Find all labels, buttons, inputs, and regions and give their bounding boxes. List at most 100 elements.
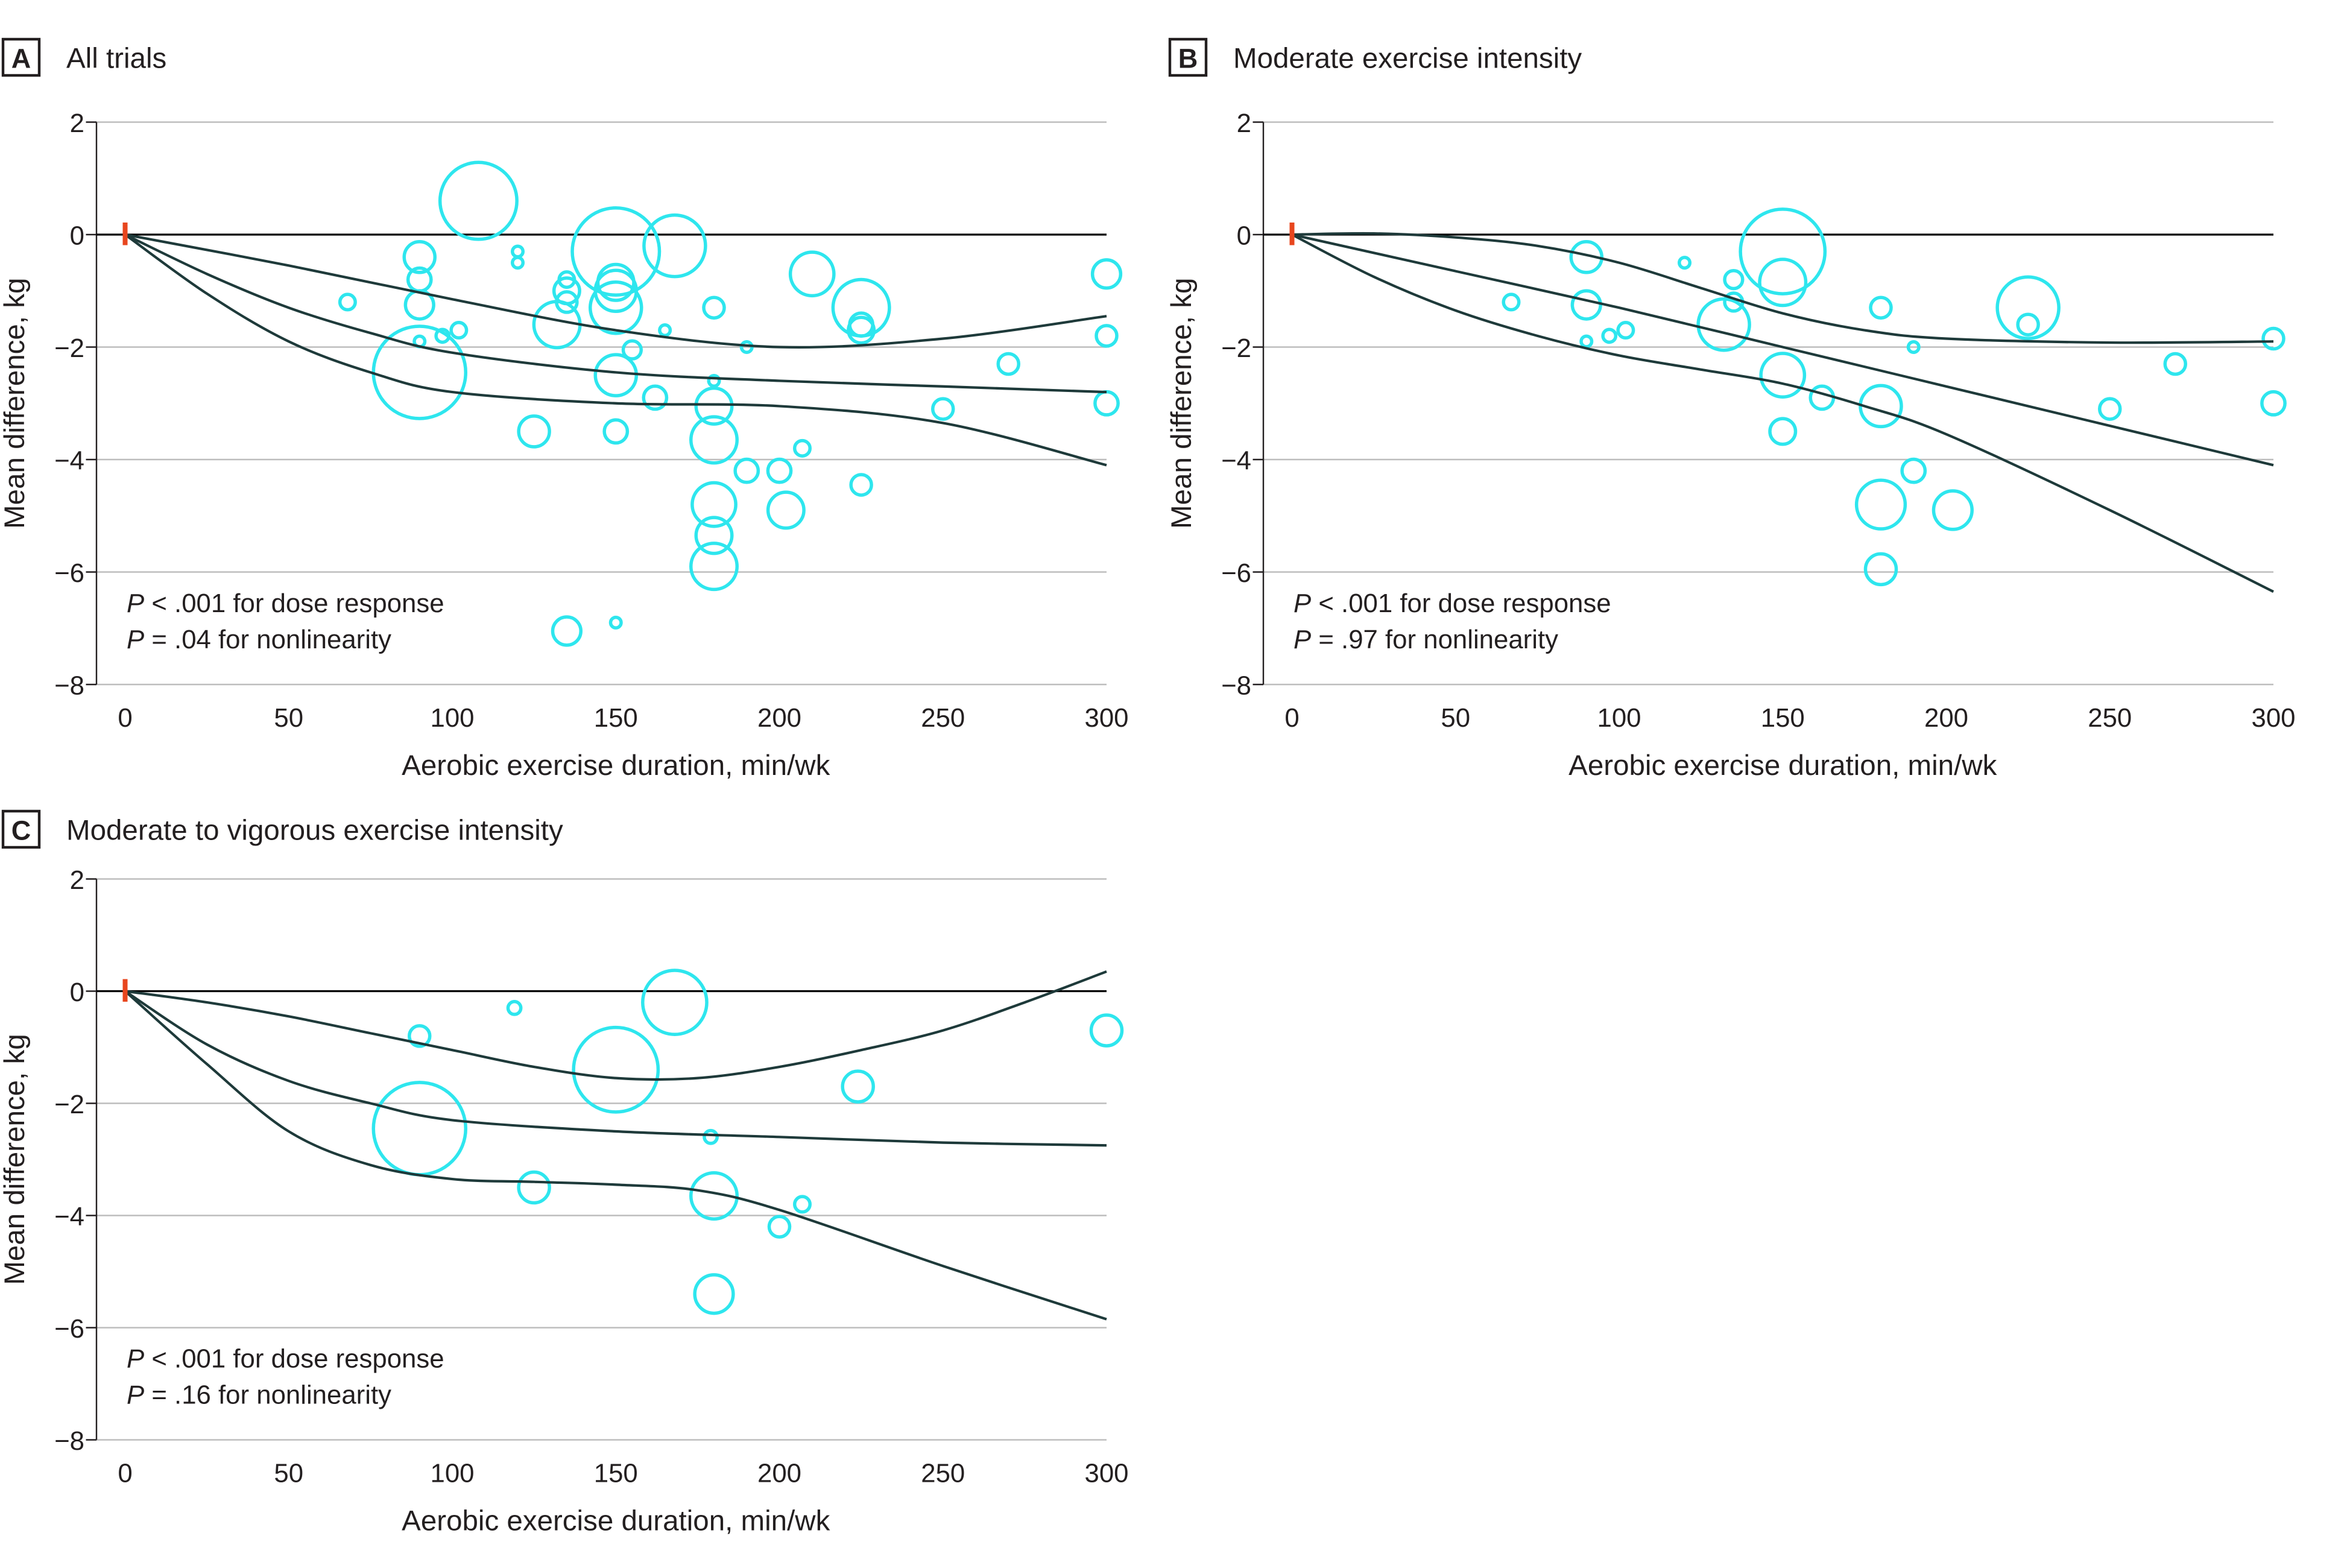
chart-panel-b: B Moderate exercise intensity 2 0 −2 −4 −6 −8 Me… <box>1166 37 2296 782</box>
p-value-annotation: P = .97 for nonlinearity <box>1294 625 1558 654</box>
y-tick-label: −6 <box>54 558 84 588</box>
y-axis-label: Mean difference, kg <box>1166 278 1198 529</box>
data-point <box>641 969 709 1036</box>
data-point <box>1089 1013 1124 1048</box>
data-points <box>1502 207 2287 587</box>
x-tick-label: 150 <box>594 1459 638 1488</box>
x-tick-label: 300 <box>2252 703 2296 733</box>
data-point <box>766 490 806 530</box>
data-point <box>766 457 793 484</box>
data-point <box>1906 340 1921 354</box>
x-tick-label: 250 <box>921 703 965 733</box>
data-point <box>642 384 669 411</box>
data-point <box>402 240 437 274</box>
y-tick-label: −6 <box>1221 558 1251 588</box>
data-point <box>1758 258 1808 308</box>
data-point <box>506 1000 523 1016</box>
y-tick-label: 0 <box>1237 221 1251 250</box>
data-point <box>1569 240 1603 274</box>
y-tick-label: −2 <box>1221 334 1251 363</box>
data-point <box>694 386 734 426</box>
curve-upper <box>125 233 1107 349</box>
x-tick-label: 250 <box>921 1459 965 1488</box>
data-point <box>996 352 1020 376</box>
y-tick-label: −8 <box>1221 671 1251 700</box>
x-tick-label: 200 <box>1924 703 1968 733</box>
data-point <box>1863 552 1898 587</box>
chart-panel-a: A All trials 2 0 −2 −4 −6 −8 Mean difference, kg… <box>0 37 1129 782</box>
data-point <box>1601 327 1618 344</box>
x-tick-label: 150 <box>594 703 638 733</box>
chart-title: Moderate exercise intensity <box>1233 43 1582 75</box>
x-tick-label: 300 <box>1085 703 1129 733</box>
chart-panel-c: C Moderate to vigorous exercise intensity… <box>0 809 1129 1537</box>
data-point <box>1095 324 1119 348</box>
data-point <box>1854 478 1907 531</box>
data-point <box>403 289 435 321</box>
y-tick-label: −4 <box>1221 446 1251 475</box>
panel-letter: A <box>11 43 31 74</box>
data-point <box>511 256 525 270</box>
data-point <box>1093 390 1120 417</box>
data-point <box>690 481 738 528</box>
curve-estimate <box>124 990 1107 1147</box>
data-point <box>689 542 739 592</box>
y-tick-label: 2 <box>70 109 84 138</box>
data-point <box>707 373 721 388</box>
data-point <box>841 1069 875 1104</box>
fitted-curves <box>124 233 1107 467</box>
data-point <box>608 615 623 630</box>
data-point <box>831 277 891 338</box>
y-tick-label: −2 <box>54 1090 84 1119</box>
data-point <box>693 1273 735 1315</box>
x-axis: 0 50 100 150 200 250 300 <box>1284 703 2295 733</box>
x-tick-label: 250 <box>2088 703 2132 733</box>
data-point <box>1502 292 1521 312</box>
data-point <box>1723 268 1745 291</box>
curve-lower <box>124 233 1107 467</box>
data-point <box>703 1128 719 1145</box>
y-tick-label: −8 <box>54 1426 84 1456</box>
data-point <box>371 324 467 420</box>
y-tick-label: −2 <box>54 334 84 363</box>
data-point <box>621 339 643 361</box>
curve-lower <box>1291 233 2274 593</box>
x-tick-label: 100 <box>1597 703 1641 733</box>
x-tick-label: 50 <box>274 703 303 733</box>
data-point <box>1759 352 1807 399</box>
y-axis-label: Mean difference, kg <box>0 278 31 529</box>
data-point <box>689 415 739 465</box>
data-point <box>849 473 873 497</box>
data-point <box>1739 207 1827 296</box>
x-axis-label: Aerobic exercise duration, min/wk <box>1568 750 1997 782</box>
y-tick-label: −4 <box>54 1202 84 1231</box>
data-point <box>552 276 581 306</box>
data-point <box>2016 312 2040 337</box>
x-tick-label: 50 <box>1441 703 1470 733</box>
data-point <box>702 296 726 320</box>
x-axis-label: Aerobic exercise duration, min/wk <box>402 750 830 782</box>
data-point <box>572 1025 660 1114</box>
panel-letter: B <box>1178 43 1198 74</box>
data-point <box>434 327 451 344</box>
data-point <box>1869 296 1893 320</box>
panel-label: A <box>1 37 41 77</box>
data-point <box>767 1215 792 1239</box>
data-point <box>1768 417 1798 446</box>
p-value-annotation: P < .001 for dose response <box>1294 589 1611 618</box>
y-tick-label: 2 <box>70 865 84 895</box>
data-point <box>338 292 357 312</box>
data-point <box>517 414 551 449</box>
y-tick-label: 2 <box>1237 109 1251 138</box>
y-axis: 2 0 −2 −4 −6 −8 <box>54 109 1107 700</box>
p-value-annotation: P = .04 for nonlinearity <box>127 625 391 654</box>
x-tick-label: 200 <box>757 1459 801 1488</box>
data-point <box>511 244 525 259</box>
data-point <box>449 321 469 340</box>
data-point <box>931 397 955 421</box>
y-axis: 2 0 −2 −4 −6 −8 <box>1221 109 2273 700</box>
data-point <box>694 516 734 555</box>
data-point <box>371 1081 467 1177</box>
chart-title: All trials <box>66 43 166 75</box>
